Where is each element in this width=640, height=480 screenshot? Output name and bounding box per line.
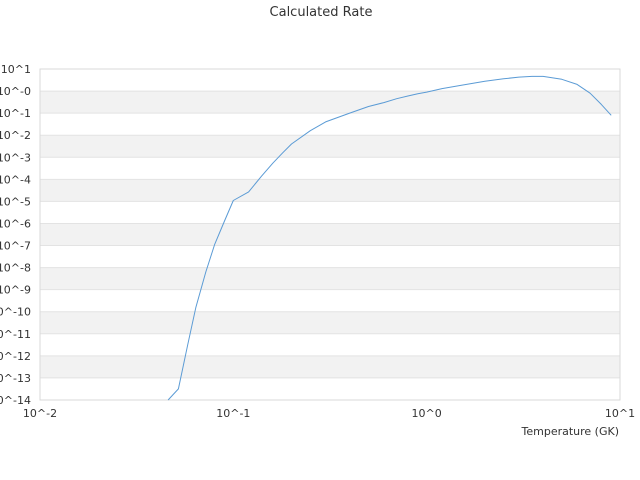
grid-band (40, 267, 620, 290)
y-tick-label: 10^1 (1, 63, 31, 76)
y-tick-label: 10^-5 (0, 195, 31, 208)
x-tick-label: 10^-1 (216, 407, 250, 420)
y-tick-label: 10^-14 (0, 394, 31, 407)
y-tick-label: 10^-2 (0, 129, 31, 142)
grid-band (40, 91, 620, 114)
x-tick-label: 10^0 (412, 407, 442, 420)
grid-band (40, 179, 620, 202)
x-axis-ticks: 10^-2 10^-1 10^0 10^1 (23, 407, 635, 420)
y-tick-label: 10^-3 (0, 151, 31, 164)
grid-band (40, 223, 620, 246)
grid-band (40, 311, 620, 334)
x-axis-label: Temperature (GK) (521, 425, 620, 438)
y-tick-label: 10^-12 (0, 350, 31, 363)
y-tick-label: 10^-7 (0, 240, 31, 253)
grid-bands (40, 90, 620, 379)
y-tick-label: 10^-11 (0, 328, 31, 341)
grid-band (40, 355, 620, 378)
x-tick-label: 10^1 (605, 407, 635, 420)
y-tick-label: 10^-6 (0, 217, 31, 230)
x-tick-label: 10^-2 (23, 407, 57, 420)
y-tick-label: 10^-13 (0, 372, 31, 385)
grid-band (40, 135, 620, 158)
y-tick-label: 10^-9 (0, 284, 31, 297)
series-line (167, 75, 612, 401)
chart-title: Calculated Rate (270, 5, 373, 20)
series-layer (167, 75, 612, 401)
y-tick-label: 10^-1 (0, 107, 31, 120)
y-tick-label: 10^-4 (0, 173, 31, 186)
y-tick-label: 10^-10 (0, 306, 31, 319)
y-tick-label: 10^-8 (0, 262, 31, 275)
y-axis-ticks: 10^1 10^-0 10^-1 10^-2 10^-3 10^-4 10^-5 10^-6 1… (0, 63, 31, 407)
y-tick-label: 10^-0 (0, 85, 31, 98)
plot-frame (39, 68, 621, 401)
